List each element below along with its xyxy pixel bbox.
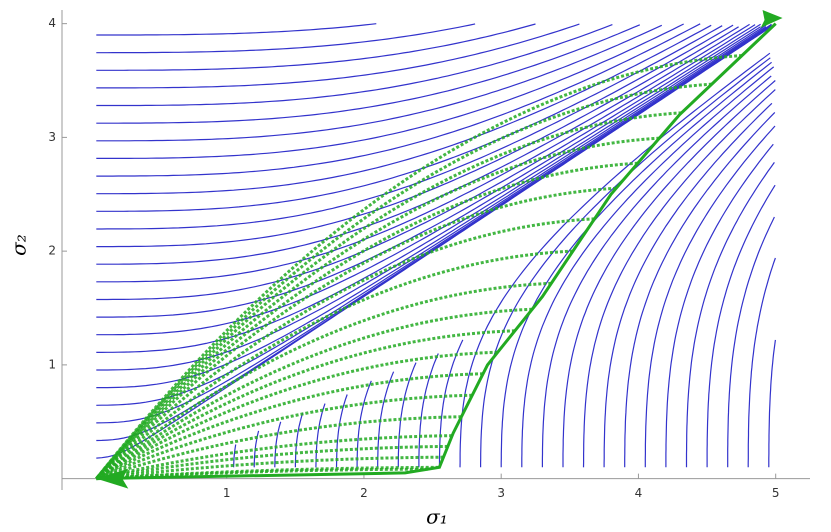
streamline [96, 24, 712, 195]
flow-dashed [95, 281, 552, 480]
streamline [582, 89, 776, 468]
streamline [521, 66, 775, 468]
streamline [96, 23, 701, 177]
streamline [96, 26, 761, 318]
flow-dashed [95, 217, 595, 480]
y-axis-title: σ₂ [7, 234, 31, 256]
streamline [459, 52, 771, 468]
streamline [96, 24, 772, 389]
y-tick-label: 4 [48, 16, 56, 30]
streamline [768, 339, 776, 468]
flow-dashed [95, 434, 453, 481]
streamline [706, 184, 776, 468]
x-tick-label: 3 [497, 486, 505, 500]
flow-dashed [95, 350, 498, 480]
y-tick-label: 3 [48, 130, 56, 144]
arrowhead [760, 9, 783, 28]
streamline [96, 23, 772, 371]
flow-dashed [95, 82, 712, 480]
flow-dashed [96, 444, 448, 481]
streamline [397, 362, 417, 468]
streamline [274, 421, 282, 468]
streamline [685, 162, 775, 468]
flow-dashed [95, 161, 638, 480]
streamline [644, 125, 776, 468]
streamline [96, 26, 767, 353]
x-axis-title: σ₁ [426, 505, 448, 529]
streamline [294, 412, 304, 468]
flow-dashed [96, 455, 444, 481]
flow-dashed [95, 186, 617, 480]
y-tick-label: 1 [48, 357, 56, 371]
streamline [96, 24, 767, 336]
flow-dashed [95, 136, 660, 480]
streamline [96, 24, 663, 142]
flow-dashed [95, 249, 573, 480]
streamline [96, 23, 476, 54]
x-tick-label: 4 [635, 486, 643, 500]
streamline [96, 25, 723, 212]
streamline [541, 75, 772, 468]
streamline [335, 394, 348, 468]
flow-dashed [95, 111, 682, 480]
streamline [96, 26, 739, 248]
streamline [96, 24, 613, 107]
streamline [603, 102, 773, 468]
flow-dashed [95, 54, 743, 480]
streamline [96, 25, 772, 406]
streamline [96, 23, 761, 301]
streamline [727, 216, 775, 468]
streamline [96, 23, 684, 159]
separatrix [96, 22, 777, 481]
flow-dashed [95, 393, 473, 481]
flow-dashed [95, 372, 484, 480]
streamline [96, 23, 580, 89]
x-tick-label: 5 [772, 486, 780, 500]
x-tick-label: 2 [360, 486, 368, 500]
streamline [665, 143, 774, 468]
x-tick-label: 1 [223, 486, 231, 500]
streamline [96, 23, 377, 36]
flow-dashed [95, 307, 533, 480]
streamline [418, 353, 439, 468]
streamline [480, 57, 771, 468]
streamline [233, 444, 237, 468]
arrowhead [96, 468, 129, 489]
streamline [96, 24, 641, 124]
streamline [747, 257, 776, 468]
streamline [562, 80, 776, 468]
flow-dashed [95, 329, 515, 480]
y-tick-label: 2 [48, 244, 56, 258]
streamline [96, 23, 536, 71]
flow-dashed [96, 467, 428, 481]
flow-dashed [95, 415, 462, 481]
streamline [315, 403, 326, 468]
streamline [500, 61, 772, 468]
streamline [96, 23, 750, 265]
streamline [438, 339, 464, 468]
streamline [624, 111, 776, 468]
